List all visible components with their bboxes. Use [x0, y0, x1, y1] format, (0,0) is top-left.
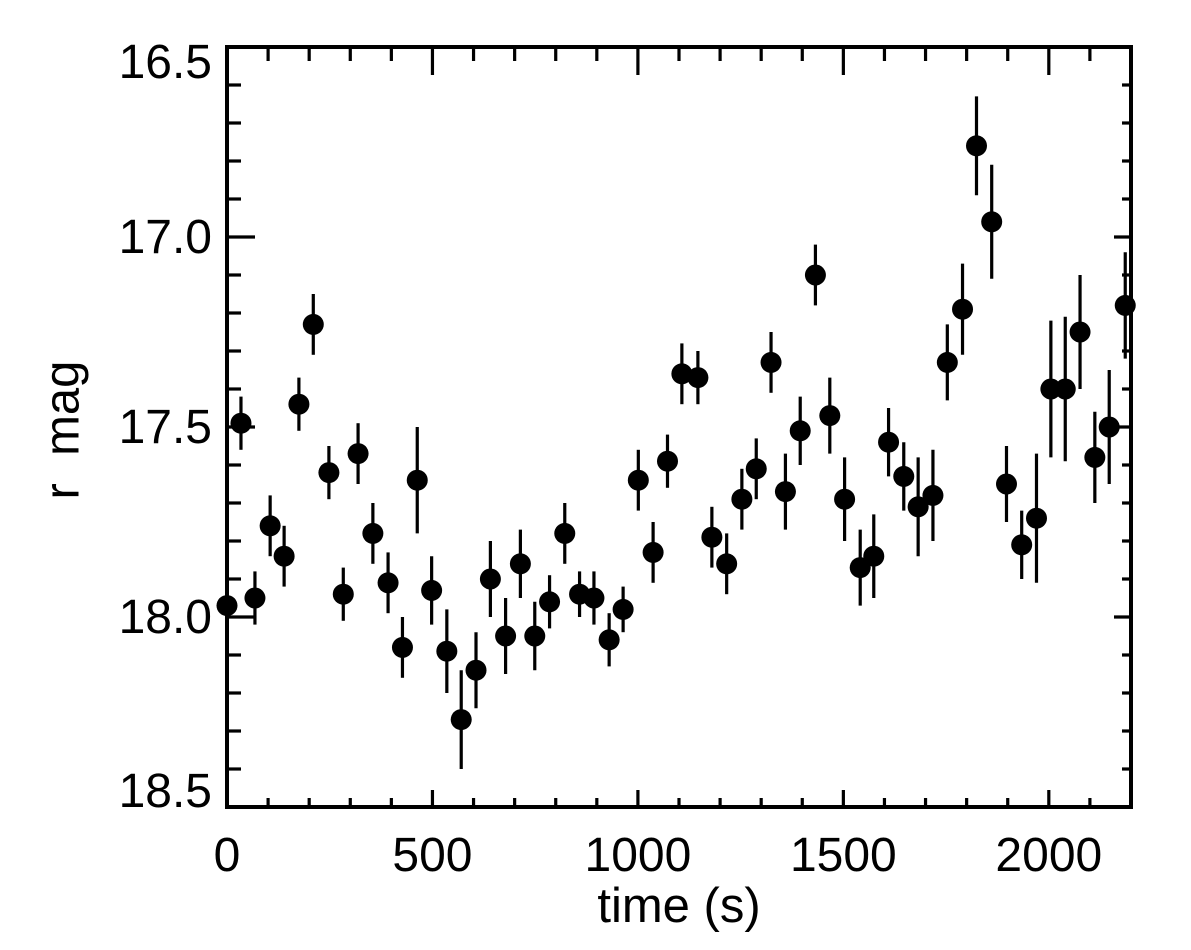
- data-point: [774, 481, 796, 503]
- x-tick-label: 2000: [995, 829, 1102, 882]
- data-point: [1011, 534, 1033, 556]
- data-point: [656, 450, 678, 472]
- data-point: [745, 458, 767, 480]
- data-point: [819, 405, 841, 427]
- data-point: [362, 522, 384, 544]
- data-point: [406, 469, 428, 491]
- data-point: [259, 515, 281, 537]
- y-tick-label: 17.0: [119, 211, 212, 264]
- x-axis-label: time (s): [597, 879, 761, 933]
- data-point: [922, 484, 944, 506]
- y-tick-label: 18.5: [119, 765, 212, 818]
- data-point: [479, 568, 501, 590]
- data-point: [834, 488, 856, 510]
- data-point: [1098, 416, 1120, 438]
- data-point: [465, 659, 487, 681]
- data-point: [244, 587, 266, 609]
- data-point: [347, 443, 369, 465]
- data-point: [878, 431, 900, 453]
- data-point: [1084, 446, 1106, 468]
- data-point: [995, 473, 1017, 495]
- data-point: [509, 553, 531, 575]
- data-point: [524, 625, 546, 647]
- data-point: [391, 636, 413, 658]
- data-point: [701, 526, 723, 548]
- data-point: [1040, 378, 1062, 400]
- data-point: [421, 579, 443, 601]
- data-point: [687, 367, 709, 389]
- data-point: [450, 709, 472, 731]
- data-point: [583, 587, 605, 609]
- data-point: [1069, 321, 1091, 343]
- data-point: [907, 496, 929, 518]
- data-point: [981, 211, 1003, 233]
- data-point: [863, 545, 885, 567]
- data-point: [671, 363, 693, 385]
- x-tick-label: 1000: [585, 829, 692, 882]
- data-point: [731, 488, 753, 510]
- data-point: [273, 545, 295, 567]
- y-axis-label: r mag: [35, 360, 90, 500]
- data-point: [952, 298, 974, 320]
- x-tick-label: 0: [214, 829, 241, 882]
- data-point: [760, 351, 782, 373]
- data-point: [716, 553, 738, 575]
- data-point: [598, 629, 620, 651]
- data-point: [1054, 378, 1076, 400]
- data-point: [302, 313, 324, 335]
- data-point: [332, 583, 354, 605]
- data-point: [627, 469, 649, 491]
- data-point: [377, 572, 399, 594]
- data-point: [612, 598, 634, 620]
- data-point: [804, 264, 826, 286]
- data-point: [216, 595, 238, 617]
- data-point: [893, 465, 915, 487]
- data-point: [936, 351, 958, 373]
- data-point: [554, 522, 576, 544]
- data-point: [230, 412, 252, 434]
- y-tick-label: 16.5: [119, 36, 212, 89]
- data-point: [539, 591, 561, 613]
- data-point: [495, 625, 517, 647]
- x-tick-label: 1500: [790, 829, 897, 882]
- data-point: [318, 462, 340, 484]
- plot-frame: [225, 45, 1133, 809]
- x-tick-label: 500: [392, 829, 472, 882]
- data-point: [436, 640, 458, 662]
- data-point: [1025, 507, 1047, 529]
- data-point: [789, 420, 811, 442]
- data-point: [288, 393, 310, 415]
- data-point: [1114, 294, 1136, 316]
- y-tick-label: 18.0: [119, 591, 212, 644]
- data-point: [642, 541, 664, 563]
- data-point: [965, 135, 987, 157]
- y-tick-label: 17.5: [119, 401, 212, 454]
